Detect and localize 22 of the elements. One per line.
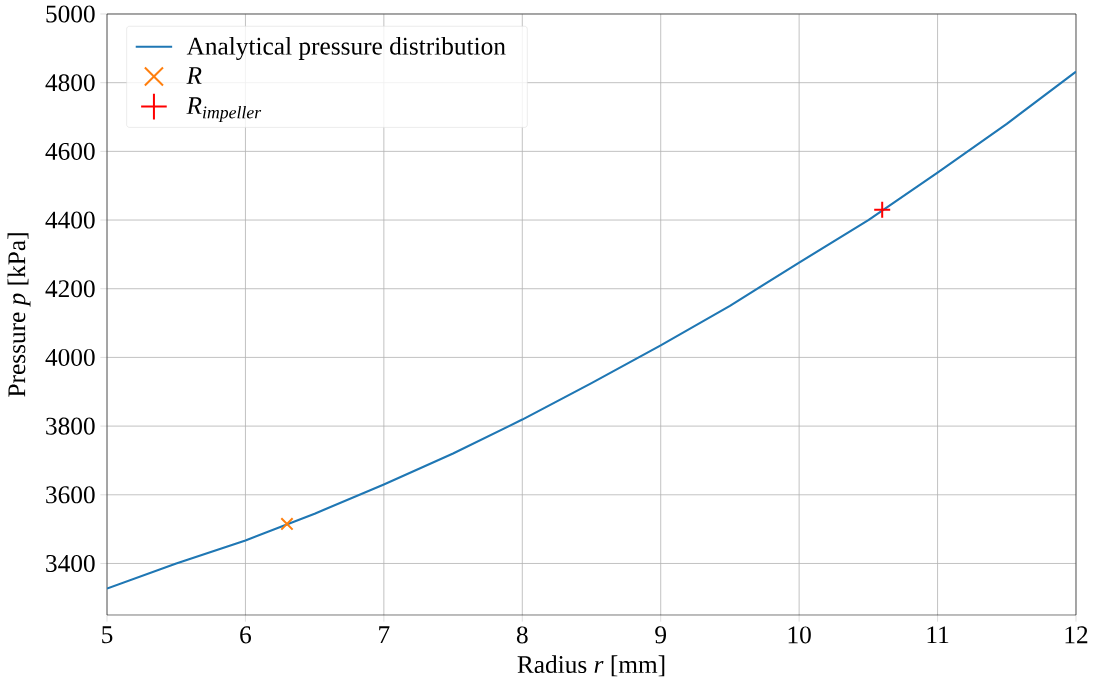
- legend-label: R: [186, 67, 202, 84]
- x-tick-label: 10: [788, 626, 811, 644]
- y-axis-title: Pressure p [kPa]: [7, 233, 31, 397]
- legend-label: R$_{impeller}$: [186, 97, 262, 123]
- x-tick-label: 5: [102, 626, 113, 644]
- y-tick-label: 4800: [45, 74, 95, 92]
- y-tick-label: 3600: [46, 486, 95, 504]
- y-tick-label: 4000: [45, 348, 95, 366]
- y-tick-label: 4600: [45, 142, 95, 160]
- y-tick-label: 4400: [45, 211, 95, 229]
- x-tick-label: 8: [516, 626, 528, 644]
- y-tick-label: 3400: [46, 554, 95, 573]
- x-axis-title: Radius r [mm]: [517, 655, 665, 677]
- x-tick-label: 9: [655, 626, 667, 644]
- legend-label: Analytical pressure distribution: [186, 36, 506, 60]
- x-tick-label: 11: [927, 626, 949, 644]
- y-tick-label: 3800: [46, 417, 95, 435]
- y-tick-label: 5000: [46, 5, 95, 23]
- y-tick-label: 4200: [45, 280, 95, 298]
- x-tick-label: 6: [240, 626, 251, 644]
- x-tick-label: 12: [1065, 626, 1088, 644]
- x-tick-label: 7: [379, 626, 390, 643]
